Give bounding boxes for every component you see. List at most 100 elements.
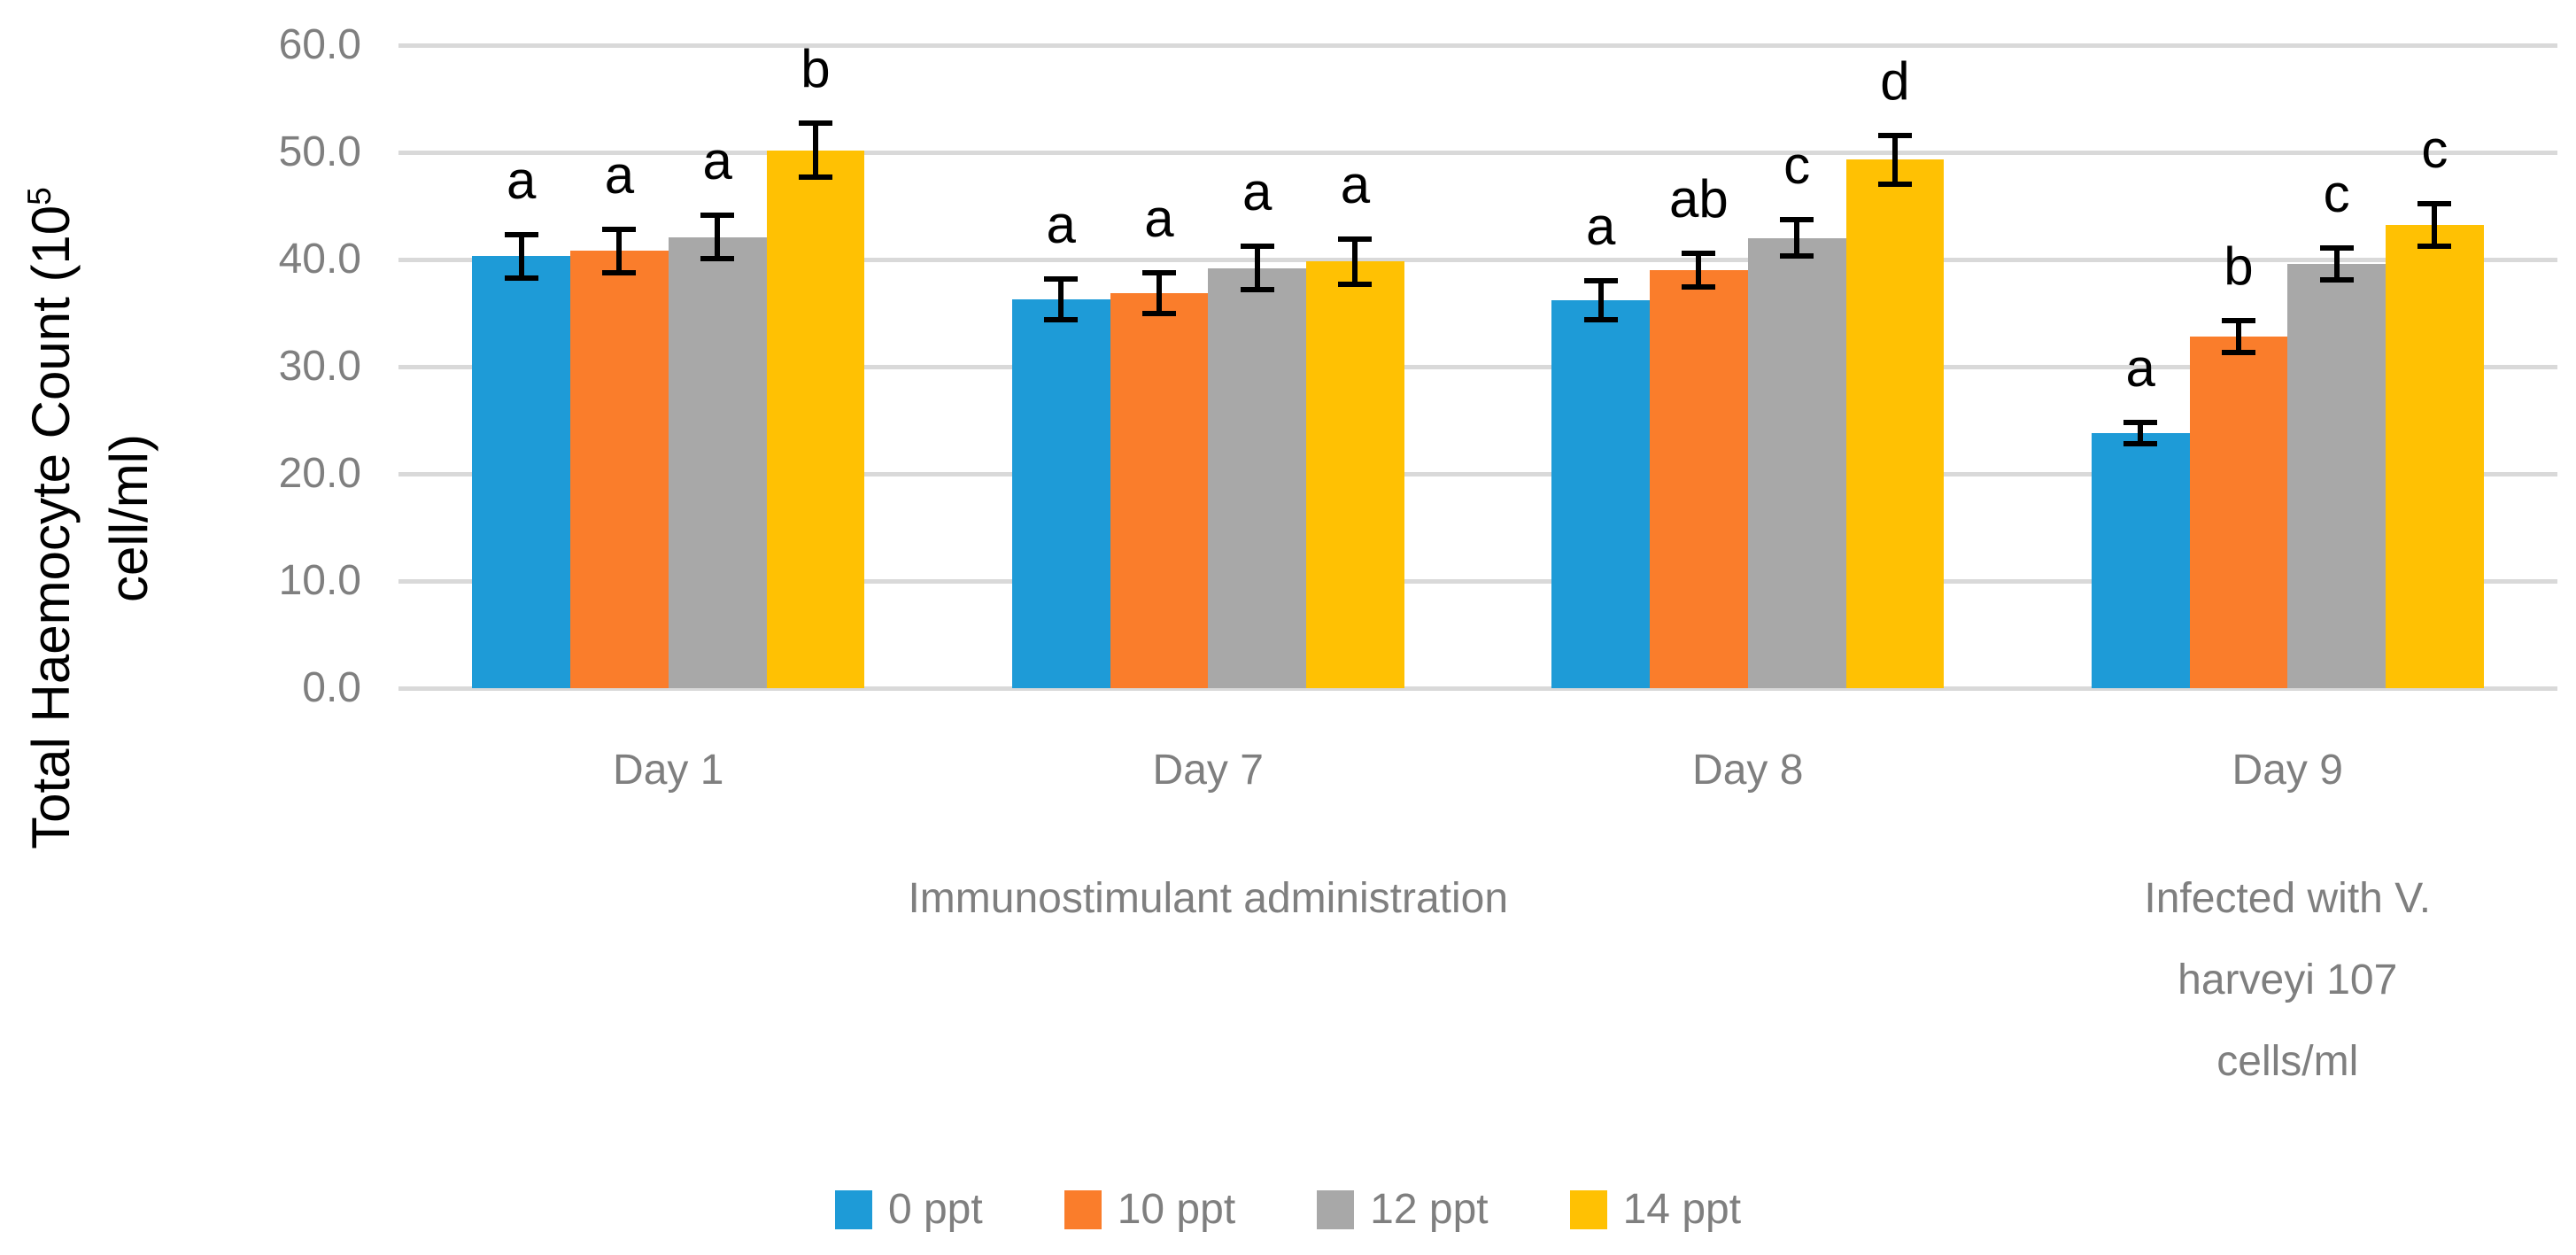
category-group-label-line: Infected with V. <box>2144 875 2432 922</box>
significance-letter: c <box>1783 136 1811 196</box>
bar-10ppt-day-1 <box>570 251 669 688</box>
error-bar-cap <box>1240 244 1274 250</box>
significance-letter: a <box>506 151 537 211</box>
bar-12ppt-day-8 <box>1747 237 1846 688</box>
legend-swatch-icon <box>1064 1190 1102 1229</box>
y-axis-title-text: Total Haemocyte Count (10 <box>21 205 81 849</box>
y-tick-label: 60.0 <box>278 21 361 68</box>
error-bar <box>1597 281 1604 320</box>
error-bar <box>1352 239 1358 284</box>
legend-swatch-icon <box>1317 1190 1355 1229</box>
error-bar-cap <box>700 255 735 261</box>
error-bar-cap <box>602 227 637 233</box>
error-bar <box>2138 422 2144 445</box>
legend-item-10ppt: 10 ppt <box>1064 1187 1235 1233</box>
bar-0ppt-day-8 <box>1551 299 1650 688</box>
legend-swatch-icon <box>1569 1190 1607 1229</box>
error-bar <box>812 123 818 177</box>
y-axis-title-line2: cell/ml) <box>99 434 159 602</box>
y-tick-label: 30.0 <box>278 343 361 390</box>
significance-letter: a <box>1046 194 1076 254</box>
legend-label: 0 ppt <box>887 1186 983 1233</box>
significance-letter: d <box>1880 50 1910 111</box>
error-bar-cap <box>2123 419 2158 425</box>
category-group-label-line: Immunostimulant administration <box>908 875 1509 922</box>
error-bar-cap <box>1780 217 1814 223</box>
bar-14ppt-day-8 <box>1845 159 1945 688</box>
significance-letter: a <box>1242 162 1273 222</box>
error-bar-cap <box>2123 441 2158 447</box>
error-bar <box>2235 320 2241 353</box>
error-bar-cap <box>798 120 832 127</box>
error-bar <box>1891 135 1898 185</box>
error-bar-cap <box>1877 182 1912 188</box>
bar-10ppt-day-9 <box>2189 337 2288 688</box>
legend: 0 ppt 10 ppt 12 ppt 14 ppt <box>0 1183 2576 1236</box>
gridline-30.0 <box>398 364 2557 369</box>
error-bar-cap <box>1044 275 1079 282</box>
error-bar-cap <box>1682 284 1716 291</box>
error-bar <box>1058 278 1064 320</box>
category-group-label-line: harveyi 107 <box>2178 957 2398 1003</box>
y-tick-label: 0.0 <box>302 664 361 711</box>
significance-letter: a <box>1585 197 1616 257</box>
bar-10ppt-day-8 <box>1650 270 1748 688</box>
gridline-20.0 <box>398 471 2557 476</box>
error-bar <box>518 235 524 278</box>
legend-label: 14 ppt <box>1622 1186 1742 1233</box>
error-bar-cap <box>1141 269 1176 275</box>
error-bar-cap <box>1583 278 1618 284</box>
category-label-day-7: Day 7 <box>1152 747 1264 794</box>
error-bar-cap <box>1044 316 1079 322</box>
significance-letter: a <box>604 145 635 205</box>
gridline-50.0 <box>398 150 2557 155</box>
error-bar <box>715 215 721 259</box>
y-tick-label: 40.0 <box>278 236 361 283</box>
error-bar-cap <box>1338 236 1373 242</box>
y-tick-label: 10.0 <box>278 557 361 604</box>
error-bar-cap <box>1338 281 1373 287</box>
category-group-label: Infected with V. harveyi 107 cells/ml <box>2144 858 2431 1103</box>
legend-item-14ppt: 14 ppt <box>1569 1186 1742 1233</box>
error-bar-cap <box>2221 317 2255 323</box>
bar-12ppt-day-1 <box>668 236 767 688</box>
error-bar <box>2432 204 2438 247</box>
category-group-label: Immunostimulant administration <box>908 858 1508 940</box>
legend-label: 10 ppt <box>1117 1186 1236 1233</box>
gridline-60.0 <box>398 43 2557 48</box>
error-bar-cap <box>1583 316 1618 322</box>
significance-letter: a <box>702 131 732 191</box>
bar-14ppt-day-7 <box>1306 261 1404 688</box>
significance-letter: c <box>2323 163 2350 223</box>
error-bar-cap <box>504 275 538 281</box>
y-axis-title-superscript: 5 <box>20 187 58 205</box>
error-bar-cap <box>1877 132 1912 138</box>
gridline-40.0 <box>398 257 2557 262</box>
legend-item-0ppt: 0 ppt <box>834 1186 983 1233</box>
error-bar <box>616 229 623 273</box>
bar-0ppt-day-1 <box>472 256 570 688</box>
error-bar <box>1794 220 1800 257</box>
gridline-0.0 <box>398 686 2557 691</box>
error-bar-cap <box>2319 276 2354 283</box>
y-axis-title-line1: Total Haemocyte Count (105 <box>0 187 90 849</box>
bar-0ppt-day-9 <box>2091 433 2190 688</box>
legend-item-12ppt: 12 ppt <box>1317 1186 1489 1233</box>
error-bar-cap <box>504 232 538 238</box>
y-tick-label: 20.0 <box>278 450 361 497</box>
significance-letter: a <box>1144 188 1174 248</box>
error-bar-cap <box>1141 310 1176 316</box>
error-bar-cap <box>700 213 735 219</box>
bar-14ppt-day-1 <box>766 150 865 688</box>
y-tick-label: 50.0 <box>278 128 361 175</box>
error-bar-cap <box>1682 250 1716 256</box>
error-bar-cap <box>2417 244 2452 250</box>
legend-label: 12 ppt <box>1370 1186 1489 1233</box>
bar-12ppt-day-9 <box>2287 263 2386 688</box>
error-bar-cap <box>2319 244 2354 251</box>
significance-letter: a <box>1340 155 1371 214</box>
error-bar-cap <box>602 269 637 275</box>
gridline-10.0 <box>398 578 2557 584</box>
category-label-day-1: Day 1 <box>613 747 724 794</box>
